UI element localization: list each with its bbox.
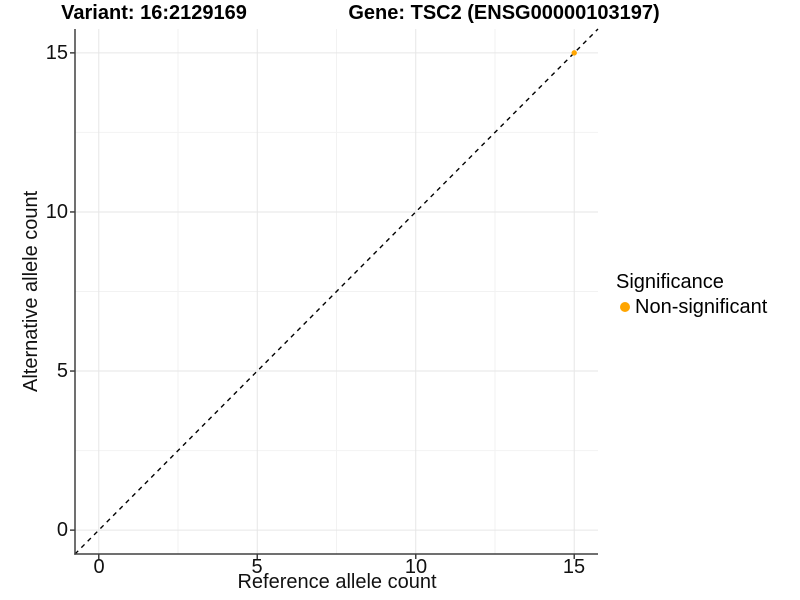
legend-entry-label: Non-significant: [635, 296, 768, 318]
plot-title-gene: Gene: TSC2 (ENSG00000103197): [348, 2, 660, 24]
y-tick-label-5: 5: [56, 360, 68, 382]
x-tick-label-5: 5: [251, 556, 263, 578]
legend-point-icon: [620, 302, 630, 312]
legend: Significance Non-significant: [616, 271, 767, 318]
x-tick-label-15: 15: [562, 556, 586, 578]
x-axis-title: Reference allele count: [237, 571, 437, 593]
y-tick-label-15: 15: [45, 42, 68, 64]
legend-entry-non-significant: Non-significant: [616, 296, 767, 318]
legend-title: Significance: [616, 271, 724, 293]
y-axis-title: Alternative allele count: [20, 190, 42, 392]
identity-dashed-line: [74, 28, 599, 555]
plot-title-variant: Variant: 16:2129169: [61, 2, 247, 24]
x-tick-label-10: 10: [404, 556, 428, 578]
x-tick-label-0: 0: [93, 556, 105, 578]
data-point: [571, 50, 577, 56]
y-tick-label-10: 10: [45, 201, 68, 223]
y-tick-label-0: 0: [56, 519, 68, 541]
